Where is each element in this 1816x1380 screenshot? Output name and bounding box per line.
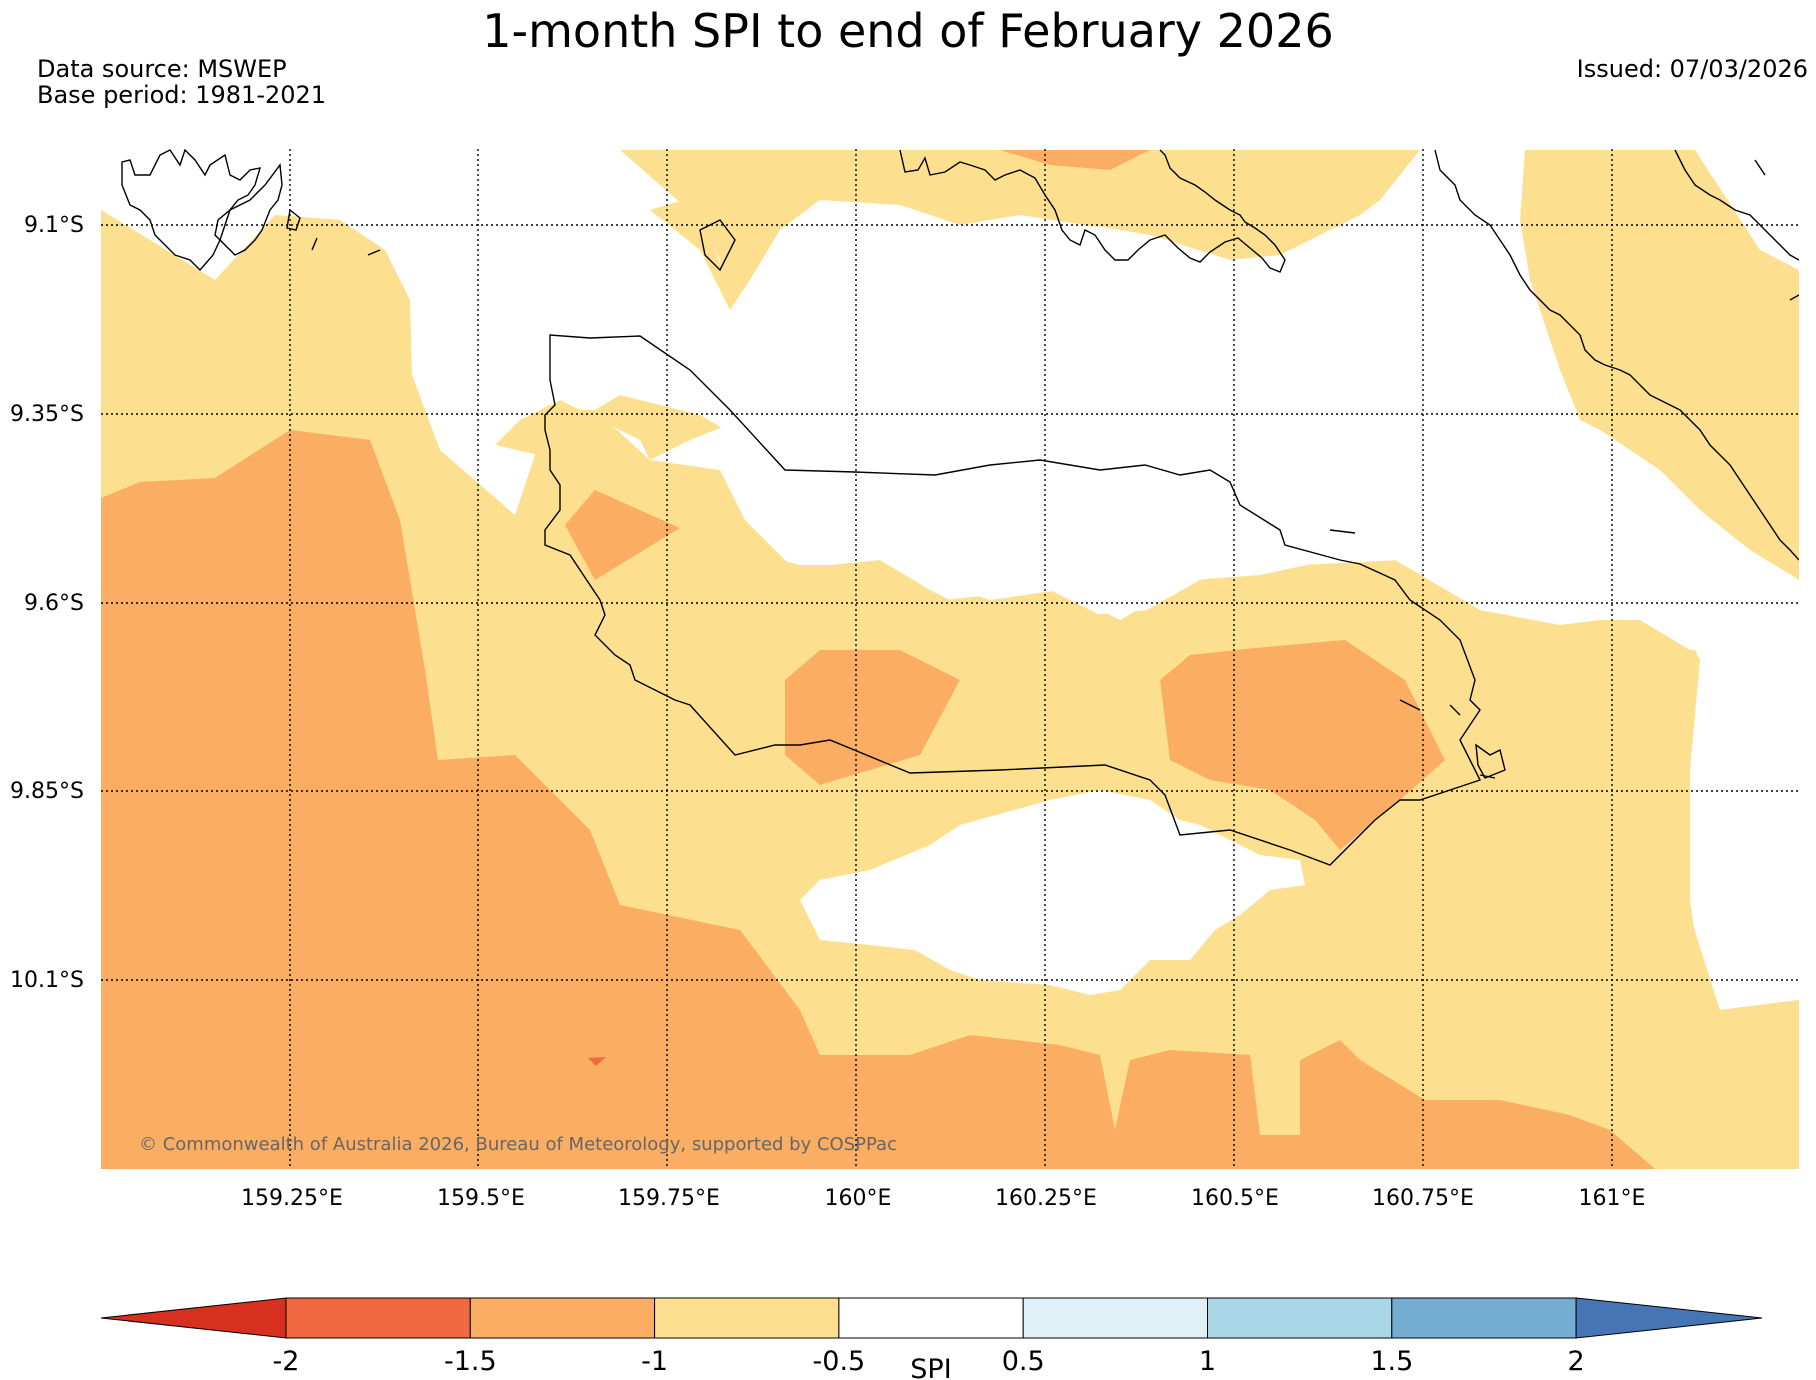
- colorbar-extend-high: [1575, 1297, 1763, 1339]
- lat-label: 9.6°S: [24, 591, 84, 616]
- mild-dry-region-top: [620, 150, 1410, 310]
- map-area: [101, 149, 1799, 1169]
- colorbar-segment: [1022, 1297, 1209, 1339]
- colorbar-tick-label: -1: [641, 1346, 668, 1377]
- moderate-dry-region-islet: [565, 490, 680, 580]
- colorbar-ticks: -2 -1.5 -1 -0.5 0.5 1 1.5 2: [273, 1346, 1585, 1377]
- lon-label: 160°E: [825, 1186, 892, 1211]
- moderate-dry-region-west: [101, 430, 1655, 1169]
- mild-dry-region-right: [1520, 150, 1799, 580]
- colorbar-tick-label: 2: [1568, 1346, 1585, 1377]
- issued-date: Issued: 07/03/2026: [1576, 55, 1808, 83]
- colorbar-segment: [1207, 1297, 1393, 1339]
- colorbar-tick-label: -2: [273, 1346, 300, 1377]
- colorbar-segment: [285, 1297, 471, 1339]
- lon-label: 159.25°E: [241, 1186, 343, 1211]
- chart-title: 1-month SPI to end of February 2026: [482, 4, 1334, 58]
- colorbar-label: SPI: [910, 1354, 951, 1380]
- graticule: [101, 149, 1799, 1169]
- colorbar-tick-label: 1.5: [1370, 1346, 1413, 1377]
- colorbar-tick-label: -1.5: [444, 1346, 497, 1377]
- copyright-notice: © Commonwealth of Australia 2026, Bureau…: [139, 1134, 897, 1155]
- colorbar-tick-label: 1: [1199, 1346, 1216, 1377]
- lat-label: 9.1°S: [24, 213, 84, 238]
- lat-label: 10.1°S: [10, 968, 84, 993]
- lon-label: 159.75°E: [618, 1186, 720, 1211]
- moderate-dry-region-east: [1160, 640, 1445, 850]
- lat-label: 9.35°S: [10, 402, 84, 427]
- colorbar-segments: [100, 1297, 1763, 1339]
- lon-label: 161°E: [1579, 1186, 1646, 1211]
- lat-label: 9.85°S: [10, 779, 84, 804]
- normal-region-south: [800, 790, 1305, 995]
- normal-region-central: [450, 150, 1799, 650]
- moderate-dry-region-central: [785, 650, 960, 785]
- colorbar-tick-label: -0.5: [813, 1346, 866, 1377]
- lon-label: 160.25°E: [995, 1186, 1097, 1211]
- colorbar-segment: [1391, 1297, 1577, 1339]
- colorbar-tick-label: 0.5: [1002, 1346, 1045, 1377]
- coastline: [121, 149, 1799, 866]
- colorbar-segment: [469, 1297, 656, 1339]
- lon-label: 160.5°E: [1191, 1186, 1279, 1211]
- colorbar-segment: [654, 1297, 840, 1339]
- lon-label: 159.5°E: [437, 1186, 525, 1211]
- colorbar-extend-low: [100, 1297, 287, 1339]
- colorbar-segment: [838, 1297, 1024, 1339]
- lat-labels: 9.1°S 9.35°S 9.6°S 9.85°S 10.1°S: [10, 213, 84, 993]
- base-period: Base period: 1981-2021: [37, 81, 327, 109]
- lon-label: 160.75°E: [1372, 1186, 1474, 1211]
- data-source: Data source: MSWEP: [37, 55, 287, 83]
- meta-left: Data source: MSWEP Base period: 1981-202…: [37, 56, 326, 108]
- severe-dry-speck: [588, 1057, 606, 1066]
- lon-labels: 159.25°E 159.5°E 159.75°E 160°E 160.25°E…: [241, 1186, 1645, 1211]
- moderate-dry-region-north: [1000, 150, 1150, 170]
